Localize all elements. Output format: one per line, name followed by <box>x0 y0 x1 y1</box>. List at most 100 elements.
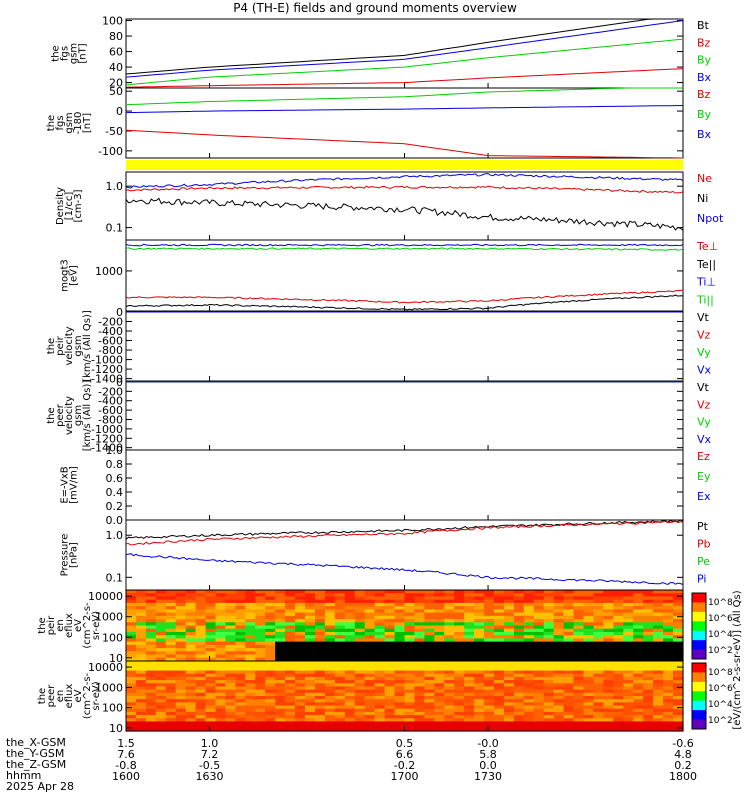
spectrogram-cell <box>663 628 674 633</box>
spectrogram-cell <box>444 699 455 703</box>
y-axis-label: [nT] <box>82 113 93 133</box>
spectrogram-cell <box>394 711 406 716</box>
spectrogram-cell <box>444 657 455 662</box>
spectrogram-cell <box>145 686 157 691</box>
spectrogram-cell <box>563 625 575 630</box>
spectrogram-cell <box>593 657 605 662</box>
y-tick-label: 0.8 <box>106 458 124 471</box>
spectrogram-cell <box>603 631 614 636</box>
spectrogram-cell <box>593 680 605 684</box>
spectrogram-cell <box>494 654 505 659</box>
spectrogram-cell <box>205 715 217 719</box>
spectrogram-cell <box>543 696 555 700</box>
spectrogram-cell <box>563 602 575 607</box>
spectrogram-cell <box>195 686 207 691</box>
spectrogram-cell <box>613 644 624 649</box>
y-tick-label: 0.1 <box>106 222 124 235</box>
spectrogram-cell <box>225 635 237 640</box>
spectrogram-cell <box>235 683 246 688</box>
spectrogram-cell <box>653 683 664 688</box>
spectrogram-cell <box>295 641 306 646</box>
spectrogram-cell <box>165 615 177 620</box>
spectrogram-cell <box>633 718 644 723</box>
spectrogram-cell <box>235 702 246 707</box>
spectrogram-cell <box>354 651 366 656</box>
spectrogram-cell <box>225 696 237 700</box>
spectrogram-cell <box>414 644 425 649</box>
spectrogram-cell <box>165 715 177 719</box>
spectrogram-cell <box>285 715 296 719</box>
spectrogram-cell <box>513 622 525 627</box>
spectrogram-cell <box>205 596 217 601</box>
spectrogram-cell <box>663 622 674 627</box>
spectrogram-cell <box>464 615 475 620</box>
spectrogram-cell <box>434 602 445 607</box>
spectrogram-cell <box>155 609 167 614</box>
spectrogram-cell <box>285 631 296 636</box>
spectrogram-cell <box>215 599 227 604</box>
spectrogram-cell <box>623 715 634 719</box>
spectrogram-cell <box>454 654 465 659</box>
spectrogram-cell <box>185 715 197 719</box>
spectrogram-cell <box>484 622 495 627</box>
spectrogram-cell <box>583 667 595 672</box>
x-axis-hhmm-value: 1630 <box>196 770 224 783</box>
spectrogram-cell <box>553 686 565 691</box>
spectrogram-cell <box>255 670 266 675</box>
spectrogram-cell <box>354 606 366 610</box>
spectrogram-cell <box>135 667 147 672</box>
spectrogram-cell <box>623 692 634 697</box>
spectrogram-cell <box>663 702 674 707</box>
spectrogram-cell <box>126 661 137 665</box>
spectrogram-cell <box>255 625 266 630</box>
spectrogram-cell <box>185 696 197 700</box>
spectrogram-cell <box>494 622 505 627</box>
spectrogram-cell <box>603 635 614 640</box>
spectrogram-cell <box>135 651 147 656</box>
spectrogram-cell <box>225 661 237 665</box>
spectrogram-cell <box>673 727 684 732</box>
spectrogram-cell <box>663 641 674 646</box>
spectrogram-cell <box>215 596 227 601</box>
spectrogram-cell <box>563 670 575 675</box>
spectrogram-cell <box>185 664 197 668</box>
spectrogram-cell <box>195 641 207 646</box>
spectrogram-cell <box>444 651 455 656</box>
spectrogram-cell <box>613 631 624 636</box>
spectrogram-cell <box>613 593 624 598</box>
spectrogram-cell <box>533 721 545 726</box>
spectrogram-cell <box>424 724 435 729</box>
colorbar-tick: 10^6 <box>708 614 733 624</box>
spectrogram-cell <box>523 657 535 662</box>
y-axis-label: eV <box>73 619 84 632</box>
spectrogram-cell <box>354 715 366 719</box>
spectrogram-cell <box>275 721 286 726</box>
spectrogram-cell <box>484 711 495 716</box>
spectrogram-cell <box>175 721 187 726</box>
spectrogram-cell <box>533 708 545 713</box>
spectrogram-cell <box>235 689 246 694</box>
spectrogram-cell <box>503 590 515 594</box>
spectrogram-cell <box>454 692 465 697</box>
spectrogram-cell <box>285 635 296 640</box>
spectrogram-cell <box>344 644 356 649</box>
spectrogram-cell <box>265 689 276 694</box>
spectrogram-cell <box>305 692 316 697</box>
spectrogram-cell <box>623 622 634 627</box>
spectrogram-cell <box>165 622 177 627</box>
spectrogram-cell <box>195 628 207 633</box>
spectrogram-cell <box>653 689 664 694</box>
spectrogram-cell <box>314 683 326 688</box>
spectrogram-cell <box>464 680 475 684</box>
spectrogram-cell <box>474 638 485 643</box>
spectrogram-cell <box>165 644 177 649</box>
spectrogram-cell <box>245 602 256 607</box>
spectrogram-cell <box>424 705 435 710</box>
spectrogram-cell <box>145 654 157 659</box>
spectrogram-cell <box>623 673 634 678</box>
spectrogram-cell <box>573 631 585 636</box>
spectrogram-cell <box>454 721 465 726</box>
spectrogram-cell <box>583 705 595 710</box>
spectrogram-cell <box>653 590 664 594</box>
spectrogram-cell <box>265 699 276 703</box>
